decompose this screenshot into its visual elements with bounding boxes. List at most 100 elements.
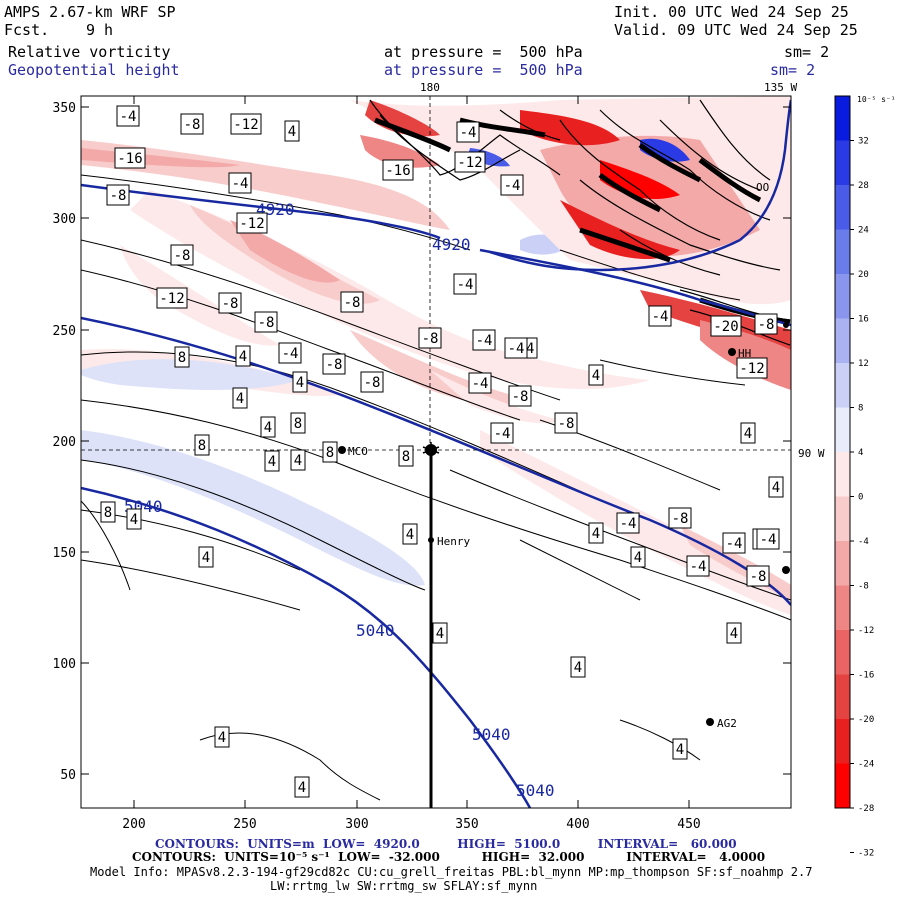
vorticity-label: -4 (472, 329, 496, 351)
svg-text:-4: -4 (232, 176, 249, 192)
vorticity-label: -4 (456, 121, 480, 143)
colorbar-segment (835, 229, 850, 274)
vorticity-label: 4 (588, 364, 604, 386)
meridian-135w-label: 135 W (764, 81, 798, 94)
svg-text:4: 4 (436, 626, 444, 642)
vorticity-label: -8 (554, 412, 578, 434)
svg-text:-8: -8 (364, 375, 381, 391)
svg-text:-4: -4 (120, 109, 137, 125)
vorticity-label: 4 (260, 416, 276, 438)
station-henry-dot (428, 537, 434, 543)
station-hh-label: HH (738, 347, 751, 360)
svg-text:-8: -8 (422, 331, 439, 347)
vorticity-label: -8 (360, 371, 384, 393)
svg-text:-4: -4 (652, 309, 669, 325)
colorbar-segment (835, 140, 850, 185)
svg-text:4: 4 (730, 626, 738, 642)
vorticity-label: 4 (432, 622, 448, 644)
colorbar-label: 4 (858, 448, 863, 458)
x-tick-label: 350 (455, 817, 478, 832)
y-tick-label: 200 (53, 435, 76, 450)
svg-text:4: 4 (592, 526, 600, 542)
vorticity-label: 4 (570, 656, 586, 678)
station-east-dot (782, 566, 790, 574)
svg-text:-8: -8 (758, 317, 775, 333)
svg-text:-4: -4 (508, 341, 525, 357)
svg-text:-12: -12 (239, 216, 264, 232)
vorticity-label: 8 (290, 412, 306, 434)
svg-text:4: 4 (744, 426, 752, 442)
colorbar-label: -28 (858, 804, 874, 814)
svg-text:-8: -8 (222, 296, 239, 312)
colorbar-label: -32 (858, 849, 874, 859)
footer-model-info-2: LW:rrtmg_lw SW:rrtmg_sw SFLAY:sf_mynn (270, 879, 538, 893)
vorticity-contours (81, 174, 791, 801)
colorbar-label: -24 (858, 760, 874, 770)
svg-text:4: 4 (218, 730, 226, 746)
svg-text:4: 4 (592, 368, 600, 384)
vorticity-label: -8 (322, 353, 346, 375)
field1-smoothing: sm= 2 (784, 43, 830, 61)
vorticity-label: -4 (756, 528, 780, 550)
vorticity-label: 4 (290, 449, 306, 471)
colorbar-label: -12 (858, 626, 874, 636)
vorticity-label: 4 (672, 738, 688, 760)
x-tick-label: 300 (345, 817, 368, 832)
station-henry-label: Henry (437, 535, 470, 548)
x-tick-label: 450 (677, 817, 700, 832)
vorticity-label: 4 (588, 522, 604, 544)
station-ag2-label: AG2 (717, 717, 737, 730)
svg-text:8: 8 (294, 416, 302, 432)
svg-text:-12: -12 (233, 117, 258, 133)
vorticity-label: 4 (294, 776, 310, 798)
colorbar-segment (835, 674, 850, 719)
vorticity-label: -12 (736, 357, 768, 379)
svg-text:4: 4 (130, 512, 138, 528)
svg-text:-12: -12 (457, 155, 482, 171)
vorticity-label: 4 (726, 622, 742, 644)
meridian-180-label: 180 (420, 81, 440, 94)
vorticity-label: -12 (230, 113, 262, 135)
svg-text:-16: -16 (117, 151, 142, 167)
svg-text:-4: -4 (620, 516, 637, 532)
colorbar-label: 24 (858, 226, 869, 236)
init-time: Init. 00 UTC Wed 24 Sep 25 (614, 3, 849, 21)
vorticity-label: -12 (236, 212, 268, 234)
svg-text:8: 8 (326, 445, 334, 461)
x-tick-label: 400 (566, 817, 589, 832)
colorbar-segment (835, 185, 850, 230)
svg-text:-4: -4 (282, 346, 299, 362)
field1-level: at pressure = 500 hPa (384, 43, 583, 61)
x-tick-label: 250 (233, 817, 256, 832)
svg-text:-4: -4 (476, 333, 493, 349)
vorticity-label: -8 (746, 565, 770, 587)
vorticity-label: 4 (284, 120, 300, 142)
field2-name: Geopotential height (8, 61, 180, 79)
svg-text:8: 8 (104, 505, 112, 521)
svg-text:4: 4 (574, 660, 582, 676)
vorticity-label: -4 (228, 172, 252, 194)
vorticity-label: 4 (264, 450, 280, 472)
svg-text:-4: -4 (460, 125, 477, 141)
field1-name: Relative vorticity (8, 43, 171, 61)
y-tick-label: 100 (53, 657, 76, 672)
x-axis: 200 250 300 350 400 450 (122, 96, 701, 832)
colorbar-label: 32 (858, 137, 869, 147)
vorticity-label: -8 (340, 291, 364, 313)
svg-text:4: 4 (268, 454, 276, 470)
station-ag2-dot (706, 718, 714, 726)
svg-text:4: 4 (406, 527, 414, 543)
svg-text:4: 4 (298, 780, 306, 796)
vorticity-label: -4 (648, 305, 672, 327)
y-axis: 350 300 250 200 150 100 50 (53, 101, 791, 783)
vorticity-label: -4 (468, 372, 492, 394)
vorticity-label: -8 (106, 184, 130, 206)
vorticity-label: 4 (402, 523, 418, 545)
svg-text:4: 4 (294, 453, 302, 469)
y-tick-label: 50 (60, 768, 76, 783)
colorbar-segment (835, 496, 850, 541)
svg-text:-8: -8 (184, 117, 201, 133)
vorticity-label: -4 (278, 342, 302, 364)
vorticity-shading (81, 96, 791, 615)
